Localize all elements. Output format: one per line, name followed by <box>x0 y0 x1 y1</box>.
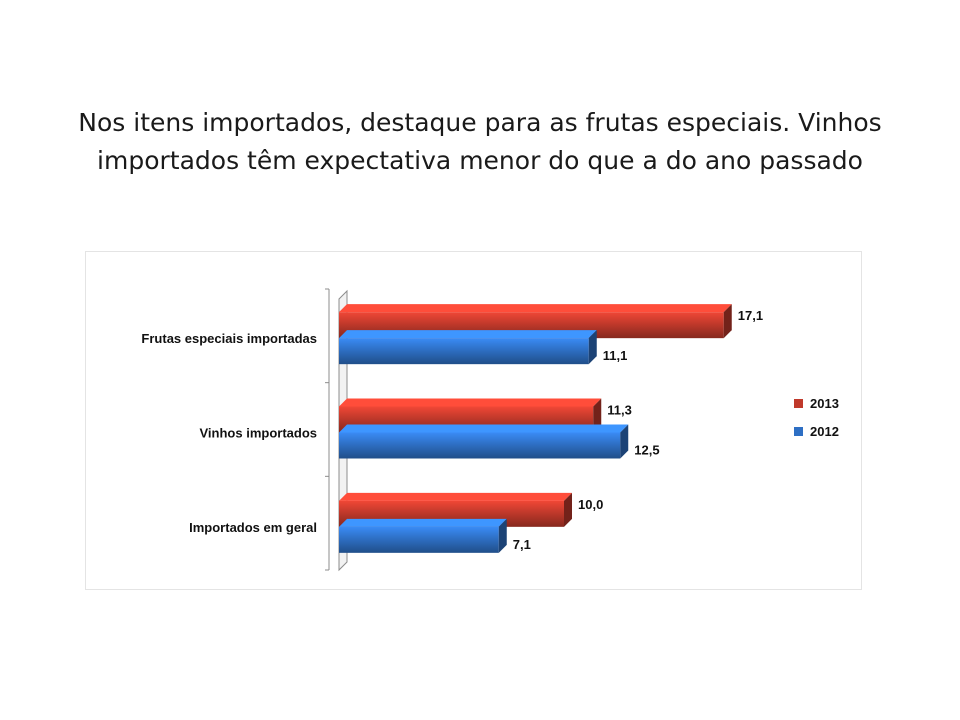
bar-end-face <box>593 398 602 433</box>
bar-end-face <box>498 518 507 553</box>
bar-front-face <box>339 432 621 459</box>
bar-end-face <box>723 304 732 339</box>
data-label: 11,1 <box>603 348 628 363</box>
bar-front-face <box>339 338 589 365</box>
bar-2012 <box>339 330 597 365</box>
bar-end-face <box>620 424 629 459</box>
data-label: 12,5 <box>634 443 659 458</box>
category-label: Frutas especiais importadas <box>141 331 317 346</box>
data-label: 10,0 <box>578 497 603 512</box>
slide-title-line-2: importados têm expectativa menor do que … <box>97 146 863 175</box>
bar-top-face <box>339 492 572 501</box>
slide-title-line-1: Nos itens importados, destaque para as f… <box>78 108 882 137</box>
data-label: 17,1 <box>738 308 763 323</box>
bar-top-face <box>339 304 732 313</box>
legend-label-2013: 2013 <box>810 396 839 411</box>
chart-frame: Frutas especiais importadas 17,1 11,1 Vinho… <box>85 251 862 590</box>
bar-top-face <box>339 330 597 339</box>
data-label: 11,3 <box>607 403 632 418</box>
legend-swatch-2013 <box>794 399 803 408</box>
bar-2012 <box>339 424 629 459</box>
bar-top-face <box>339 424 629 433</box>
bar-top-face <box>339 518 507 527</box>
bar-end-face <box>588 330 597 365</box>
legend-swatch-2012 <box>794 427 803 436</box>
bar-chart: Frutas especiais importadas 17,1 11,1 Vinho… <box>141 288 839 572</box>
bar-end-face <box>564 492 572 527</box>
bar-top-face <box>339 398 602 407</box>
slide-title: Nos itens importados, destaque para as f… <box>40 104 920 180</box>
category-label: Vinhos importados <box>200 426 318 441</box>
category-label: Importados em geral <box>189 520 317 535</box>
bar-front-face <box>339 526 499 553</box>
legend-label-2012: 2012 <box>810 424 839 439</box>
data-label: 7,1 <box>513 537 531 552</box>
bar-2012 <box>339 518 507 553</box>
